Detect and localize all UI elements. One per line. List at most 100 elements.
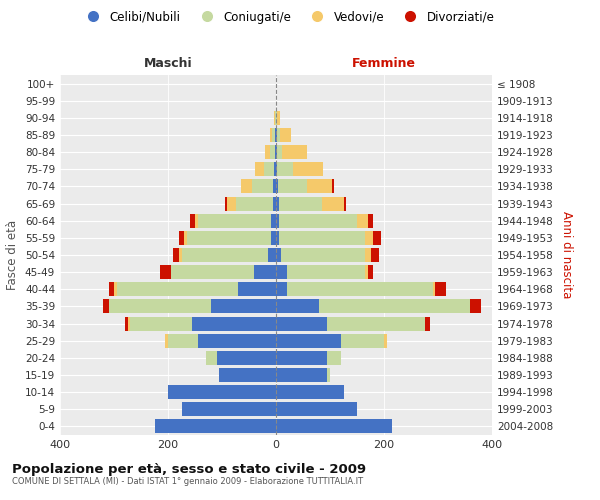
Bar	[114, 282, 117, 296]
Bar	[276, 385, 343, 399]
Bar	[173, 248, 179, 262]
Bar	[206, 351, 217, 365]
Bar	[277, 128, 280, 142]
Bar	[269, 145, 275, 159]
Bar	[168, 334, 198, 347]
Bar	[276, 180, 278, 194]
Text: Maschi: Maschi	[143, 57, 193, 70]
Bar	[307, 180, 332, 194]
Bar	[276, 231, 278, 245]
Bar	[276, 402, 357, 416]
Bar	[235, 196, 274, 210]
Bar	[275, 145, 276, 159]
Bar	[195, 214, 198, 228]
Bar	[217, 351, 276, 365]
Bar	[198, 214, 271, 228]
Bar	[275, 111, 276, 125]
Bar	[241, 180, 252, 194]
Bar	[357, 214, 368, 228]
Bar	[281, 248, 365, 262]
Bar	[276, 162, 277, 176]
Bar	[166, 334, 168, 347]
Bar	[276, 368, 328, 382]
Bar	[343, 196, 346, 210]
Bar	[227, 196, 235, 210]
Bar	[276, 334, 341, 347]
Bar	[130, 316, 193, 330]
Bar	[276, 196, 278, 210]
Bar	[433, 282, 435, 296]
Bar	[272, 128, 275, 142]
Bar	[182, 248, 268, 262]
Bar	[276, 351, 328, 365]
Bar	[190, 214, 195, 228]
Bar	[365, 231, 373, 245]
Y-axis label: Anni di nascita: Anni di nascita	[560, 212, 573, 298]
Bar	[274, 196, 276, 210]
Bar	[225, 196, 227, 210]
Bar	[103, 300, 109, 314]
Bar	[198, 334, 276, 347]
Bar	[276, 128, 277, 142]
Bar	[276, 300, 319, 314]
Bar	[365, 265, 368, 279]
Bar	[269, 128, 272, 142]
Bar	[373, 231, 382, 245]
Text: Popolazione per età, sesso e stato civile - 2009: Popolazione per età, sesso e stato civil…	[12, 462, 366, 475]
Bar	[341, 334, 384, 347]
Bar	[371, 248, 379, 262]
Bar	[287, 282, 433, 296]
Bar	[179, 231, 184, 245]
Bar	[254, 265, 276, 279]
Bar	[328, 351, 341, 365]
Bar	[277, 145, 283, 159]
Bar	[276, 282, 287, 296]
Bar	[332, 180, 334, 194]
Bar	[384, 334, 387, 347]
Bar	[220, 368, 276, 382]
Text: COMUNE DI SETTALA (MI) - Dati ISTAT 1° gennaio 2009 - Elaborazione TUTTITALIA.IT: COMUNE DI SETTALA (MI) - Dati ISTAT 1° g…	[12, 478, 363, 486]
Bar	[280, 128, 290, 142]
Bar	[168, 385, 276, 399]
Bar	[278, 196, 322, 210]
Bar	[187, 231, 271, 245]
Bar	[276, 420, 392, 434]
Bar	[155, 420, 276, 434]
Bar	[182, 402, 276, 416]
Bar	[368, 214, 373, 228]
Bar	[265, 145, 269, 159]
Bar	[365, 248, 371, 262]
Y-axis label: Fasce di età: Fasce di età	[7, 220, 19, 290]
Bar	[274, 111, 275, 125]
Bar	[319, 300, 470, 314]
Bar	[328, 368, 330, 382]
Bar	[179, 248, 182, 262]
Bar	[470, 300, 481, 314]
Bar	[276, 316, 328, 330]
Bar	[276, 214, 278, 228]
Bar	[211, 300, 276, 314]
Bar	[271, 214, 276, 228]
Bar	[263, 162, 274, 176]
Bar	[252, 180, 274, 194]
Bar	[275, 128, 276, 142]
Bar	[435, 282, 446, 296]
Bar	[274, 162, 276, 176]
Bar	[277, 162, 293, 176]
Bar	[256, 162, 263, 176]
Bar	[109, 300, 211, 314]
Bar	[278, 214, 357, 228]
Bar	[368, 265, 373, 279]
Bar	[293, 162, 323, 176]
Bar	[425, 316, 430, 330]
Legend: Celibi/Nubili, Coniugati/e, Vedovi/e, Divorziati/e: Celibi/Nubili, Coniugati/e, Vedovi/e, Di…	[77, 6, 499, 28]
Bar	[109, 282, 114, 296]
Bar	[278, 231, 365, 245]
Text: Femmine: Femmine	[352, 57, 416, 70]
Bar	[274, 180, 276, 194]
Bar	[193, 316, 276, 330]
Bar	[125, 316, 128, 330]
Bar	[128, 316, 130, 330]
Bar	[328, 316, 425, 330]
Bar	[184, 231, 187, 245]
